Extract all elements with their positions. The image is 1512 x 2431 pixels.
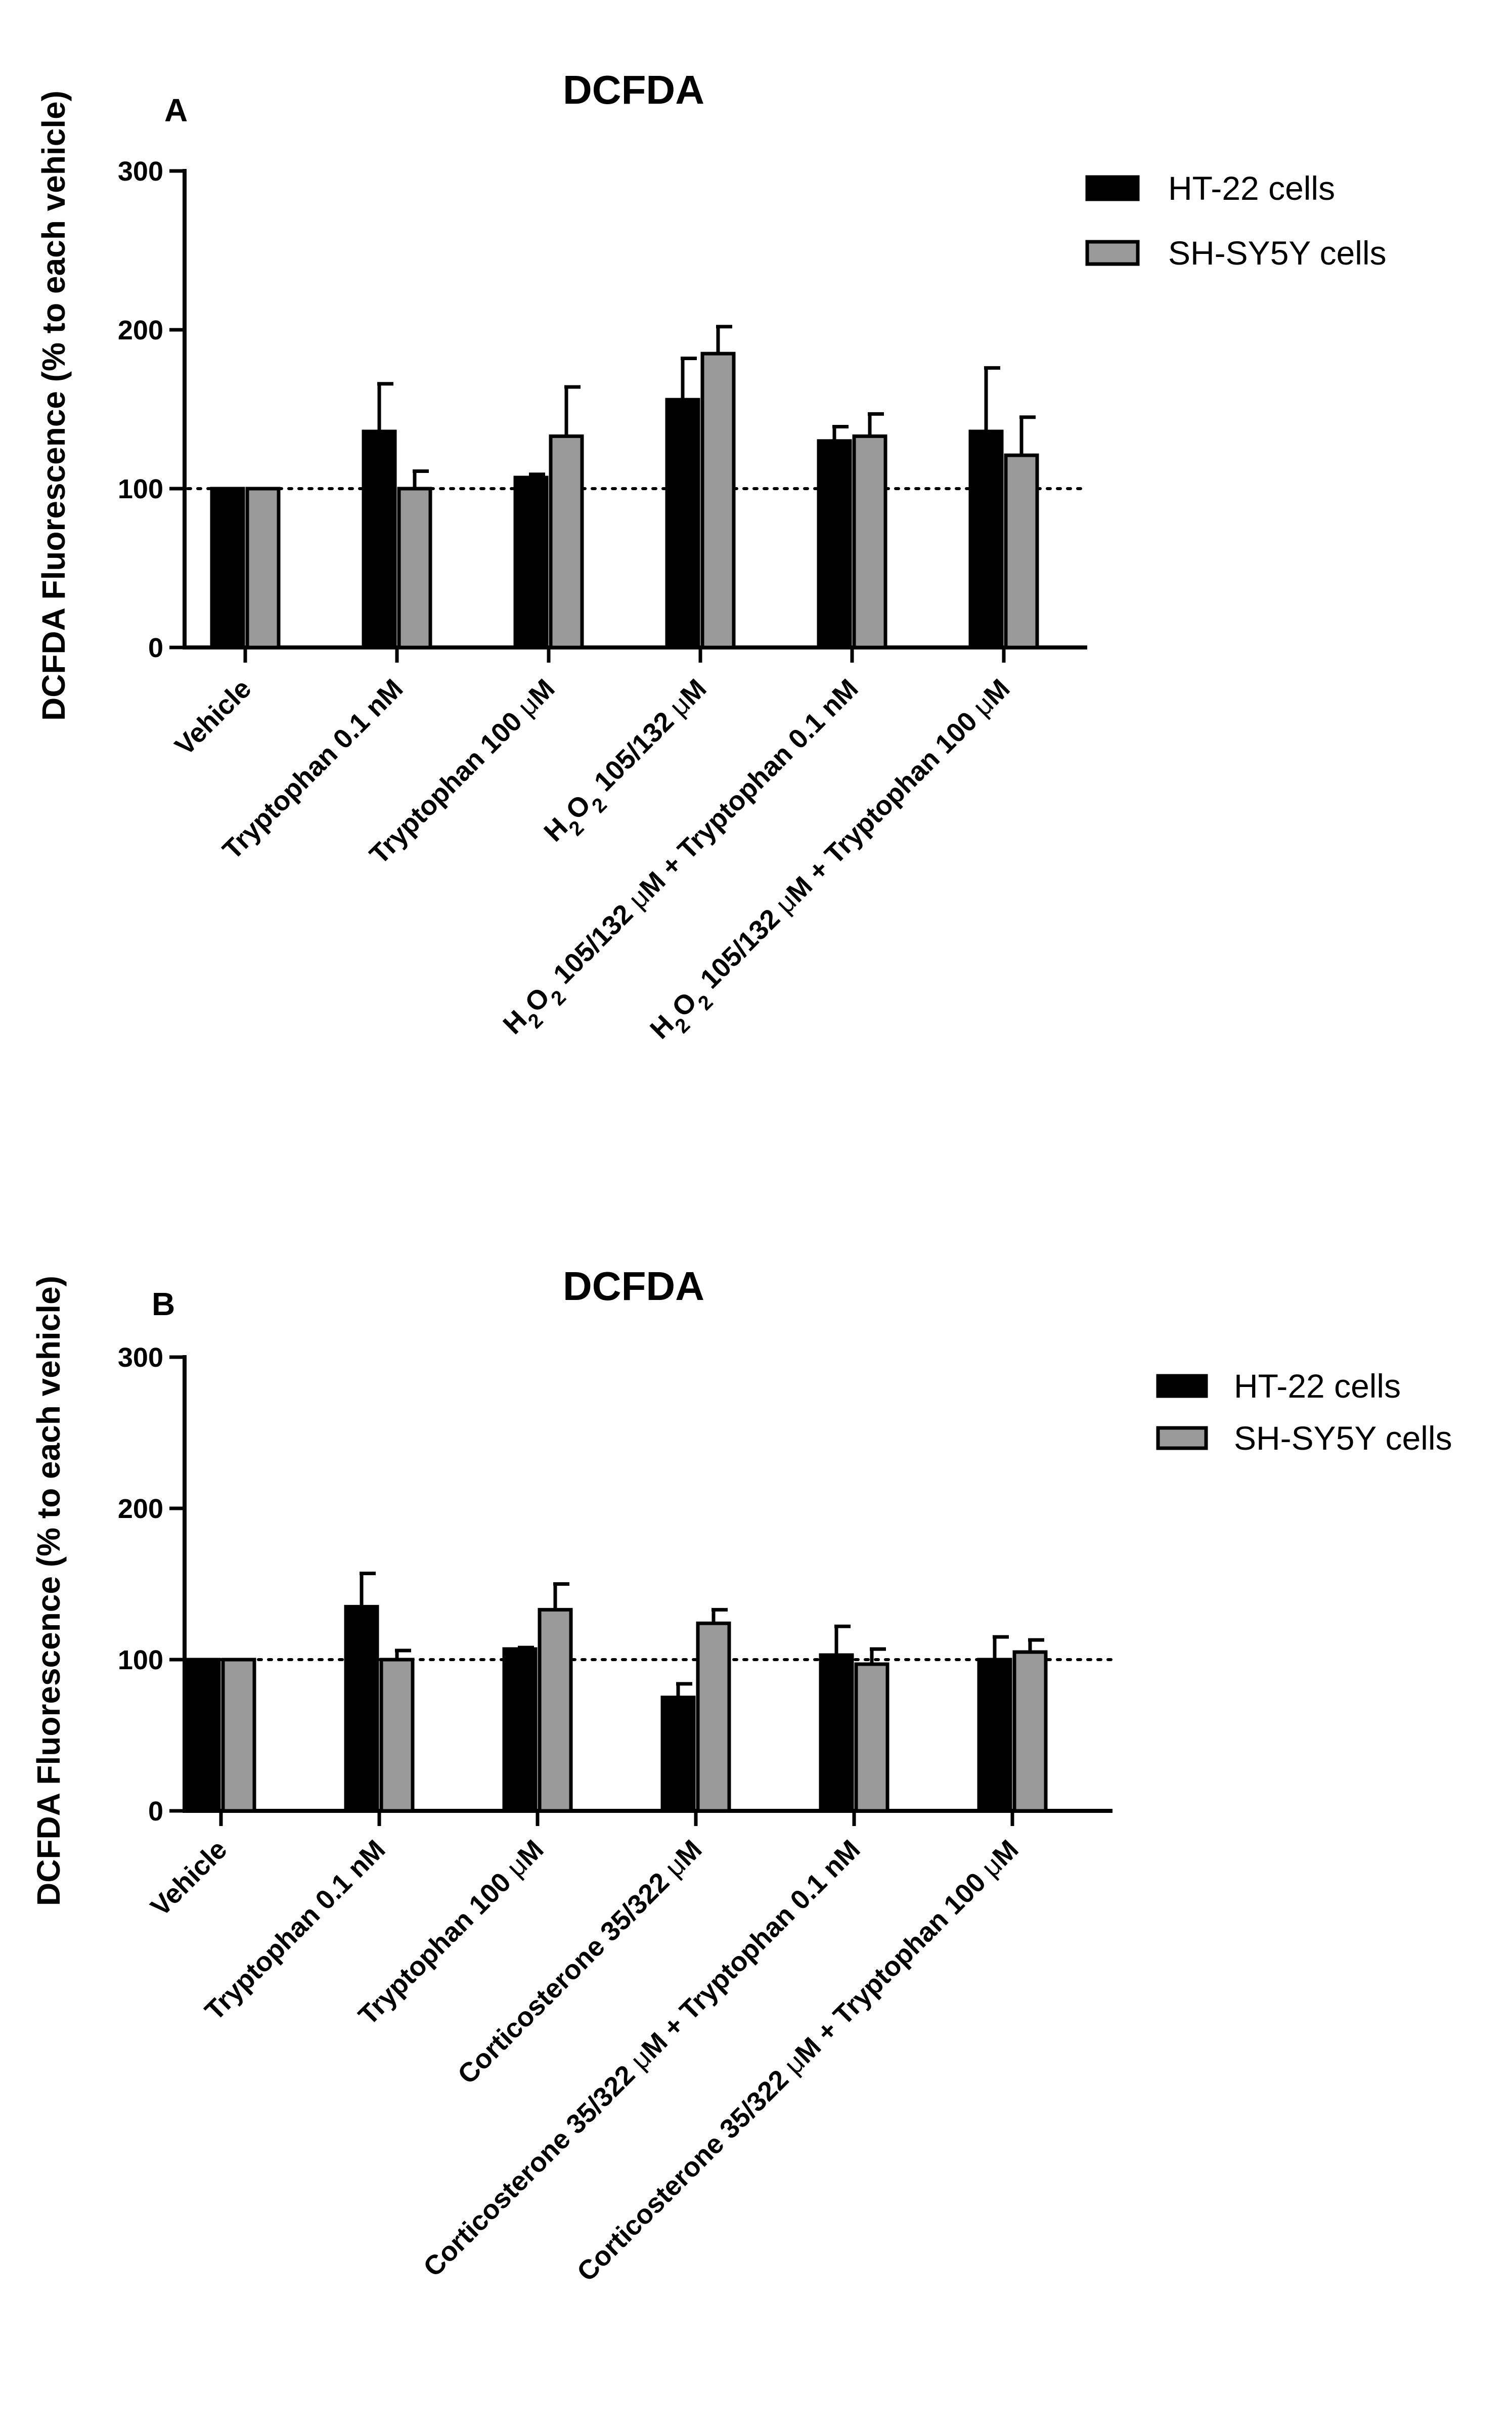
y-tick-label: 100: [118, 1645, 163, 1675]
chart-panel-b: DCFDA B DCFDA Fluorescence (% to each vehi…: [30, 1264, 1452, 2287]
bar: [344, 1604, 379, 1813]
y-tick-label: 200: [118, 315, 163, 345]
x-tick-label-part: 105/132: [583, 701, 685, 803]
bar: [817, 439, 852, 649]
x-tick-label-part: H: [644, 1009, 680, 1045]
bar: [538, 1608, 573, 1813]
panel-label: A: [164, 92, 188, 128]
x-tick-label-part: H: [497, 1005, 532, 1040]
bar: [513, 475, 549, 649]
y-tick-label: 300: [118, 156, 163, 187]
y-axis-label: DCFDA Fluorescence (% to each vehicle): [30, 1276, 67, 1906]
bar: [397, 487, 432, 649]
x-tick-label: Vehicle: [145, 1834, 233, 1922]
legend-swatch: [1085, 175, 1140, 201]
bar: [977, 1658, 1012, 1813]
bar: [852, 434, 887, 649]
y-tick-label: 0: [148, 633, 163, 663]
x-tick-label-part: H: [538, 812, 573, 847]
y-tick-label: 100: [118, 474, 163, 504]
x-tick-label: Tryptophan 0.1 nM: [199, 1834, 391, 2026]
bar: [696, 1621, 731, 1813]
bar: [186, 1658, 221, 1813]
bar: [549, 434, 584, 649]
bar: [968, 429, 1004, 649]
bar: [1012, 1650, 1048, 1813]
bar: [1004, 453, 1039, 649]
x-tick-label-part: Tryptophan 0.1 nM: [199, 1834, 391, 2026]
legend-swatch: [1156, 1374, 1208, 1398]
chart-title: DCFDA: [563, 67, 704, 112]
bar: [379, 1658, 415, 1813]
legend-label: HT-22 cells: [1234, 1367, 1401, 1405]
bar: [362, 429, 397, 649]
y-tick-label: 200: [118, 1494, 163, 1524]
legend-label: SH-SY5Y cells: [1234, 1419, 1452, 1457]
bar: [819, 1653, 854, 1813]
y-tick-label: 0: [148, 1796, 163, 1827]
x-tick-label: Vehicle: [169, 673, 257, 761]
bar: [210, 487, 245, 649]
legend-swatch: [1085, 240, 1140, 266]
bar: [660, 1696, 696, 1813]
legend-swatch: [1156, 1426, 1208, 1450]
bar: [700, 352, 736, 649]
bar: [665, 398, 700, 649]
chart-panel-a: DCFDA A DCFDA Fluorescence (% to each vehi…: [35, 67, 1387, 1052]
x-tick-label-part: O: [666, 986, 702, 1023]
x-tick-label-part: Vehicle: [169, 673, 257, 761]
x-tick-label-part: Tryptophan 100: [364, 701, 533, 870]
bar: [502, 1647, 538, 1813]
x-tick-label: H2O2 105/132 μM + Tryptophan 100 μM: [644, 673, 1022, 1052]
chart-title: DCFDA: [563, 1264, 704, 1309]
panel-label: B: [152, 1286, 175, 1322]
legend-label: HT-22 cells: [1168, 169, 1335, 207]
x-tick-label-part: Tryptophan 100: [352, 1861, 522, 2031]
x-tick-label-part: 105/132: [542, 893, 644, 995]
x-tick-label-part: Vehicle: [145, 1834, 233, 1922]
legend-label: SH-SY5Y cells: [1168, 234, 1387, 272]
x-tick-label-part: O: [519, 982, 556, 1018]
x-tick-label-part: O: [560, 789, 597, 826]
y-axis-label: DCFDA Fluorescence (% to each vehicle): [35, 91, 72, 721]
bar: [221, 1658, 256, 1813]
bar: [245, 487, 281, 649]
bar: [854, 1662, 890, 1813]
y-tick-label: 300: [118, 1342, 163, 1373]
x-tick-label-part: 105/132: [689, 898, 791, 1000]
